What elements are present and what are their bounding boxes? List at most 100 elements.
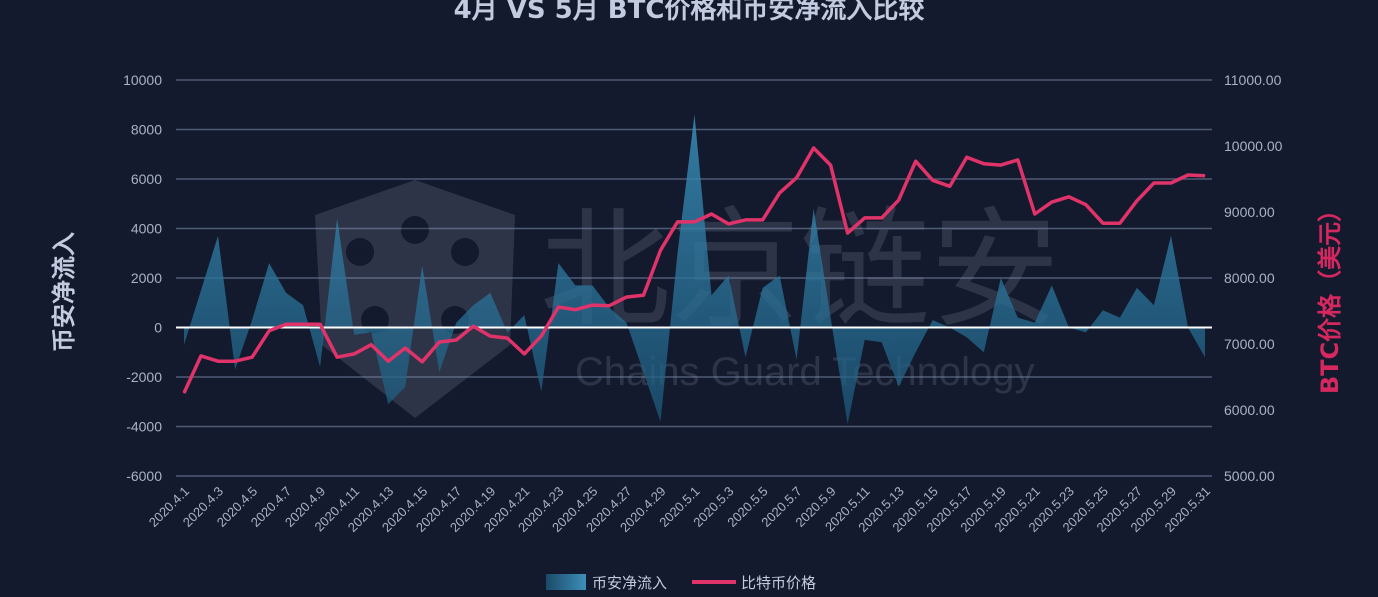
price-point xyxy=(813,147,815,149)
price-point xyxy=(1051,201,1053,203)
inflow-point xyxy=(354,334,355,335)
left-tick-label: 10000 xyxy=(123,72,162,88)
price-point xyxy=(779,192,781,194)
price-point xyxy=(251,356,253,358)
inflow-point xyxy=(422,265,423,266)
price-point xyxy=(625,296,627,298)
inflow-point xyxy=(575,285,576,286)
right-tick-label: 9000.00 xyxy=(1224,204,1275,220)
inflow-point xyxy=(915,352,916,353)
price-point xyxy=(796,177,798,179)
price-point xyxy=(217,360,219,362)
inflow-point xyxy=(1085,332,1086,333)
inflow-point xyxy=(898,386,899,387)
price-point xyxy=(234,360,236,362)
watermark-cn: 北京链安 xyxy=(540,194,1060,346)
inflow-point xyxy=(1034,322,1035,323)
inflow-point xyxy=(388,404,389,405)
inflow-point xyxy=(864,339,865,340)
inflow-point xyxy=(711,295,712,296)
legend: 币安净流入 比特币价格 xyxy=(546,574,816,592)
inflow-point xyxy=(371,332,372,333)
inflow-point xyxy=(1153,305,1154,306)
price-point xyxy=(319,323,321,325)
price-line-layer xyxy=(182,146,1206,394)
inflow-point xyxy=(558,263,559,264)
price-point xyxy=(745,219,747,221)
inflow-point xyxy=(524,315,525,316)
right-tick-label: 8000.00 xyxy=(1224,270,1275,286)
inflow-point xyxy=(626,322,627,323)
inflow-point xyxy=(643,372,644,373)
inflow-point xyxy=(1205,357,1206,358)
inflow-point xyxy=(490,292,491,293)
price-point xyxy=(268,330,270,332)
price-point xyxy=(183,392,185,394)
right-axis-ticks: 11000.00 10000.00 9000.00 8000.00 7000.00 600… xyxy=(1224,72,1283,484)
inflow-point xyxy=(830,317,831,318)
price-point xyxy=(676,221,678,223)
price-point xyxy=(557,306,559,308)
inflow-point xyxy=(507,332,508,333)
price-point xyxy=(1119,222,1121,224)
price-point xyxy=(881,217,883,219)
shield-logo-icon xyxy=(315,180,515,418)
price-point xyxy=(864,217,866,219)
inflow-point xyxy=(252,320,253,321)
price-point xyxy=(1085,204,1087,206)
inflow-point xyxy=(405,386,406,387)
price-point xyxy=(659,249,661,251)
inflow-point xyxy=(184,344,185,345)
left-tick-label: -6000 xyxy=(126,468,162,484)
chart-title: 4月 VS 5月 BTC价格和币安净流入比较 xyxy=(454,0,925,25)
price-point xyxy=(472,325,474,327)
inflow-point xyxy=(762,287,763,288)
right-tick-label: 10000.00 xyxy=(1224,138,1283,154)
inflow-point xyxy=(796,359,797,360)
price-point xyxy=(1204,175,1206,177)
price-point xyxy=(489,335,491,337)
left-tick-label: 0 xyxy=(154,320,162,336)
price-point xyxy=(898,199,900,201)
right-tick-label: 7000.00 xyxy=(1224,336,1275,352)
inflow-point xyxy=(1000,278,1001,279)
price-point xyxy=(711,213,713,215)
legend-label-price: 比特币价格 xyxy=(741,574,816,592)
price-point xyxy=(574,309,576,311)
price-point xyxy=(540,335,542,337)
inflow-point xyxy=(813,208,814,209)
price-point xyxy=(591,304,593,306)
inflow-point xyxy=(966,337,967,338)
price-point xyxy=(506,337,508,339)
right-tick-label: 6000.00 xyxy=(1224,402,1275,418)
price-point xyxy=(438,341,440,343)
price-point xyxy=(370,344,372,346)
right-tick-label: 11000.00 xyxy=(1224,72,1282,88)
price-point xyxy=(455,339,457,341)
x-axis-ticks: 2020.4.12020.4.32020.4.52020.4.72020.4.9… xyxy=(146,484,1213,536)
price-point xyxy=(200,355,202,357)
right-tick-label: 5000.00 xyxy=(1224,468,1275,484)
inflow-point xyxy=(881,342,882,343)
legend-item-price[interactable]: 比特币价格 xyxy=(692,574,816,592)
inflow-point xyxy=(677,253,678,254)
price-point xyxy=(336,356,338,358)
price-point xyxy=(1068,196,1070,198)
left-tick-label: 8000 xyxy=(131,122,162,138)
price-point xyxy=(404,347,406,349)
inflow-point xyxy=(473,305,474,306)
inflow-point xyxy=(592,285,593,286)
inflow-point xyxy=(779,275,780,276)
left-tick-label: 6000 xyxy=(131,171,162,187)
legend-item-inflow[interactable]: 币安净流入 xyxy=(546,574,667,592)
inflow-point xyxy=(303,305,304,306)
inflow-area-layer xyxy=(176,114,1212,424)
price-point xyxy=(523,353,525,355)
inflow-point xyxy=(541,391,542,392)
inflow-point xyxy=(745,357,746,358)
inflow-point xyxy=(1051,285,1052,286)
price-point xyxy=(302,323,304,325)
price-point xyxy=(728,223,730,225)
price-point xyxy=(387,360,389,362)
